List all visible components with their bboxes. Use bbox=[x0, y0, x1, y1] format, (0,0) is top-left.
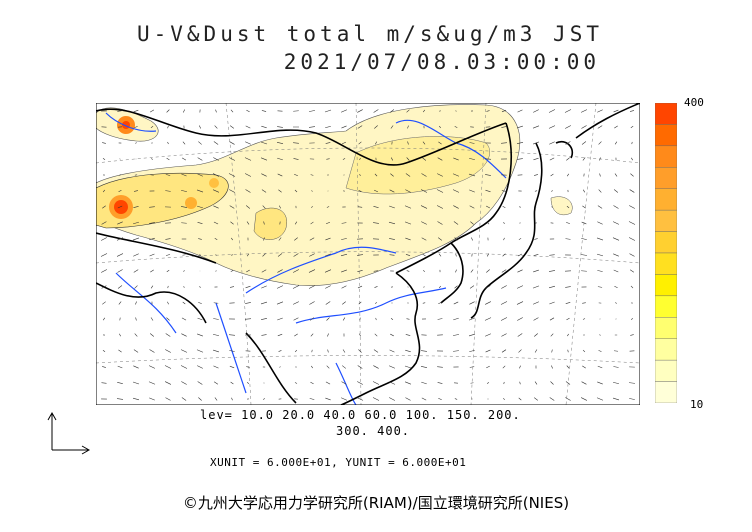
colorbar-min-label: 10 bbox=[690, 398, 704, 411]
colorbar-step bbox=[655, 231, 677, 254]
map-title: U-V&Dust total m/s&ug/m3 JST bbox=[136, 22, 603, 46]
colorbar-step bbox=[655, 124, 677, 147]
colorbar-step bbox=[655, 317, 677, 339]
rivers bbox=[105, 112, 507, 405]
colorbar-step bbox=[655, 188, 677, 211]
colorbar-step bbox=[655, 209, 677, 232]
contour-levels-line1: lev= 10.0 20.0 40.0 60.0 100. 150. 200. bbox=[200, 408, 521, 422]
colorbar-step bbox=[655, 103, 677, 125]
unit-vector-info: XUNIT = 6.000E+01, YUNIT = 6.000E+01 bbox=[210, 456, 467, 469]
map-timestamp: 2021/07/08.03:00:00 bbox=[283, 50, 600, 74]
colorbar-step bbox=[655, 274, 677, 297]
unit-vector-axes-icon bbox=[47, 411, 91, 455]
copyright-credit: ©九州大学応用力学研究所(RIAM)/国立環境研究所(NIES) bbox=[182, 494, 570, 512]
colorbar-step bbox=[655, 359, 677, 382]
coastlines bbox=[96, 103, 640, 405]
colorbar-step bbox=[655, 167, 677, 189]
colorbar-step bbox=[655, 381, 677, 403]
colorbar-step bbox=[655, 145, 677, 168]
colorbar-step bbox=[655, 295, 677, 318]
colorbar-step bbox=[655, 252, 677, 275]
graticule bbox=[96, 103, 640, 405]
dust-map bbox=[96, 103, 640, 405]
colorbar-step bbox=[655, 338, 677, 361]
color-scale-bar bbox=[655, 103, 677, 403]
colorbar-max-label: 400 bbox=[684, 96, 704, 109]
contour-levels-line2: 300. 400. bbox=[336, 424, 411, 438]
wind-vector-field bbox=[100, 109, 636, 401]
dust-concentration-area bbox=[96, 104, 573, 286]
